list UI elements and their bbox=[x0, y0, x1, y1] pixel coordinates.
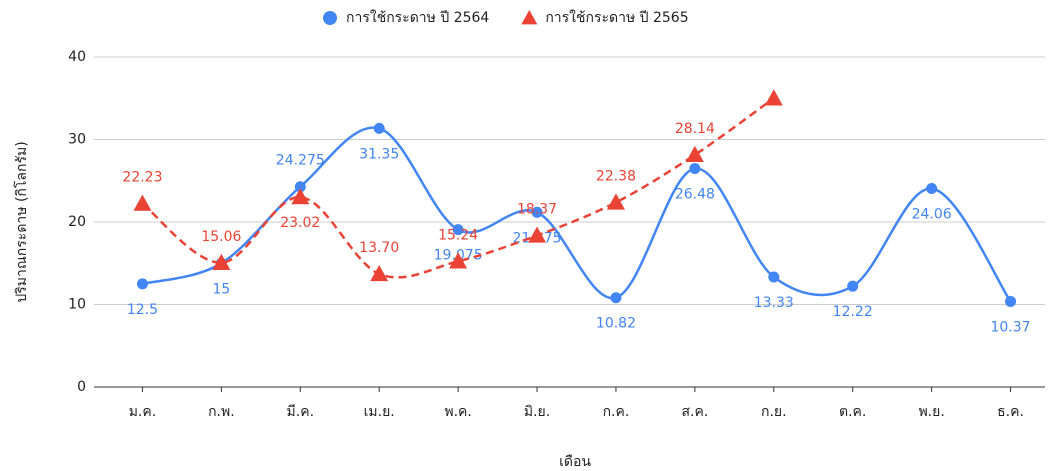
data-label: 15.24 bbox=[438, 227, 478, 243]
data-label: 31.35 bbox=[359, 146, 399, 162]
marker bbox=[1005, 295, 1017, 307]
x-tick-label: ก.พ. bbox=[208, 404, 235, 420]
marker bbox=[136, 278, 148, 290]
legend-label: การใช้กระดาษ ปี 2565 bbox=[545, 9, 688, 26]
x-tick-label: ส.ค. bbox=[681, 404, 708, 420]
series-line bbox=[141, 97, 775, 279]
marker bbox=[370, 264, 389, 282]
x-tick-label: ก.ย. bbox=[761, 404, 787, 420]
data-label: 26.48 bbox=[675, 187, 715, 203]
data-label: 28.14 bbox=[675, 121, 715, 137]
x-tick-label: มี.ค. bbox=[287, 404, 315, 420]
legend-marker bbox=[521, 10, 538, 25]
marker bbox=[764, 89, 783, 106]
marker bbox=[528, 226, 547, 243]
x-tick-label: ม.ค. bbox=[129, 404, 157, 420]
marker bbox=[610, 292, 622, 304]
data-label: 13.70 bbox=[359, 240, 399, 256]
marker bbox=[768, 271, 780, 283]
marker bbox=[133, 194, 152, 211]
y-tick-label: 0 bbox=[77, 379, 86, 395]
data-label: 22.23 bbox=[122, 170, 162, 186]
legend-marker bbox=[323, 11, 337, 25]
marker bbox=[212, 253, 231, 270]
data-label: 24.275 bbox=[276, 153, 325, 169]
data-label: 15 bbox=[212, 281, 230, 297]
x-tick-label: พ.ค. bbox=[444, 404, 472, 420]
x-axis-title: เดือน bbox=[559, 454, 591, 470]
marker bbox=[291, 188, 310, 205]
data-label: 18.37 bbox=[517, 201, 557, 217]
marker bbox=[373, 122, 385, 134]
x-tick-label: พ.ย. bbox=[918, 404, 944, 420]
marker bbox=[689, 163, 701, 175]
data-label: 10.82 bbox=[596, 316, 636, 332]
data-label: 12.22 bbox=[833, 304, 873, 320]
x-tick-label: มิ.ย. bbox=[524, 404, 550, 420]
y-axis-title: ปริมาณกระดาษ (กิโลกรัม) bbox=[13, 141, 30, 302]
data-label: 22.38 bbox=[596, 168, 636, 184]
marker bbox=[606, 193, 625, 210]
marker bbox=[685, 145, 704, 163]
data-label: 23.02 bbox=[280, 215, 320, 231]
y-tick-label: 30 bbox=[68, 132, 86, 148]
marker bbox=[531, 206, 543, 218]
data-label: 13.33 bbox=[754, 295, 794, 311]
marker bbox=[294, 181, 306, 193]
data-label: 15.06 bbox=[201, 229, 241, 245]
marker bbox=[926, 183, 938, 195]
x-tick-label: ก.ค. bbox=[603, 404, 630, 420]
data-label: 12.5 bbox=[127, 302, 158, 318]
y-tick-label: 40 bbox=[68, 49, 86, 65]
x-tick-label: ธ.ค. bbox=[997, 404, 1024, 420]
y-tick-label: 20 bbox=[68, 214, 86, 230]
marker bbox=[449, 252, 468, 269]
marker bbox=[847, 280, 859, 292]
x-tick-label: ต.ค. bbox=[839, 404, 866, 420]
data-label: 24.06 bbox=[912, 207, 952, 223]
legend-label: การใช้กระดาษ ปี 2564 bbox=[346, 9, 489, 26]
data-label: 10.37 bbox=[990, 319, 1030, 335]
marker bbox=[452, 224, 464, 236]
y-tick-label: 10 bbox=[68, 297, 86, 313]
x-tick-label: เม.ย. bbox=[364, 404, 395, 420]
